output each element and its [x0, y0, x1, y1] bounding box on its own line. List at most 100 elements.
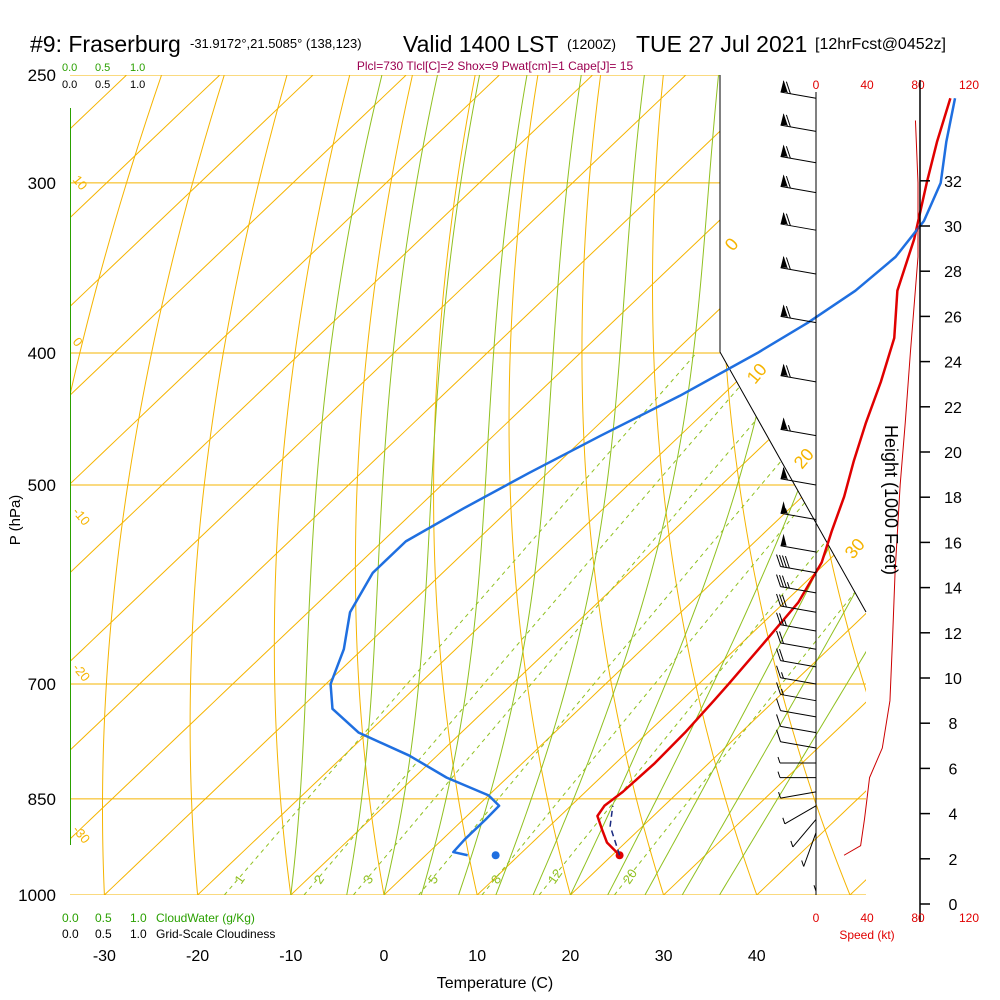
speed-axis-label: Speed (kt)	[839, 928, 894, 942]
wind-barb-staff	[780, 624, 817, 632]
wind-barb	[780, 255, 817, 275]
wind-barb-half-flag	[777, 756, 781, 764]
wind-barb-pennant	[780, 79, 787, 92]
wind-barb	[780, 304, 817, 324]
wind-barb-staff	[780, 315, 817, 324]
wind-barb-staff	[780, 741, 817, 749]
plot-boundary	[719, 75, 867, 613]
temperature-tick--20: -20	[186, 948, 209, 965]
dry-adiabat-line	[977, 75, 1000, 895]
wind-barb-half-flag	[777, 771, 781, 778]
wind-barb	[776, 630, 817, 650]
wind-barb	[776, 554, 817, 574]
mixing-ratio-line	[353, 352, 814, 895]
cloud-scale-bottom: 0.0 0.5 1.0 CloudWater (g/Kg) 0.0 0.5 1.…	[62, 911, 275, 941]
pressure-axis-label: P (hPa)	[7, 495, 24, 546]
height-tick-22: 22	[944, 400, 962, 417]
cloud-water-tick-1: 0.5	[95, 62, 110, 74]
moist-adiabat-line	[458, 75, 582, 895]
wind-barb	[780, 501, 817, 520]
wind-barb-staff	[792, 819, 817, 848]
wind-barb-flag	[785, 257, 791, 270]
surface-dewpoint-marker	[491, 851, 500, 860]
wind-barb-staff	[780, 91, 817, 99]
wind-barb-flag	[776, 593, 782, 607]
wind-barb-staff	[780, 725, 817, 734]
wind-barb	[776, 648, 817, 668]
dry-adiabat-line	[433, 75, 478, 895]
wind-barb	[780, 144, 817, 164]
wind-barb-pennant	[780, 533, 787, 546]
height-axis-label: Height (1000 Feet)	[881, 425, 901, 575]
wind-barb-flag	[782, 256, 788, 270]
wind-barb-half-flag	[781, 688, 784, 696]
forecast-label: [12hrFcst@0452z]	[815, 36, 946, 53]
valid-date: TUE 27 Jul 2021	[636, 31, 807, 57]
temperature-profile	[596, 97, 952, 857]
valid-time: Valid 1400 LST	[403, 31, 559, 57]
temperature-tick--10: -10	[279, 948, 302, 965]
mixing-ratio-label: 2	[311, 872, 327, 887]
wind-barb-flag	[782, 175, 788, 188]
height-tick-0: 0	[949, 897, 958, 914]
height-tick-14: 14	[944, 581, 962, 598]
wind-barb-flag	[779, 554, 784, 568]
moist-adiabat-line	[495, 75, 645, 895]
wind-barb	[776, 612, 817, 632]
wind-barb	[780, 113, 817, 132]
mixing-ratio-line	[418, 352, 866, 895]
cloud-water-tick-2: 1.0	[130, 62, 145, 74]
wind-barb-half-flag	[790, 840, 794, 848]
wind-barb-staff	[780, 660, 817, 668]
mixing-ratio-label: 3	[360, 872, 376, 887]
dry-adiabat-label: -30	[70, 822, 94, 846]
dry-adiabat-line	[652, 75, 758, 895]
speed-tick-1: 40	[860, 78, 874, 92]
wind-barb-staff	[780, 566, 817, 574]
wind-barb-staff	[803, 832, 817, 867]
wind-barb-flag	[776, 574, 782, 587]
wind-barb	[778, 791, 817, 799]
pressure-tick-400: 400	[28, 344, 56, 363]
wind-barb	[780, 466, 817, 486]
wind-barb-flag	[782, 418, 788, 431]
dry-adiabat-line	[70, 75, 163, 895]
wind-barb	[776, 714, 817, 734]
wind-barb-flag	[785, 114, 791, 128]
wind-barb-staff	[780, 428, 817, 437]
wind-barb-flag	[781, 555, 787, 568]
wind-barb-flag	[779, 648, 784, 662]
wind-barb-pennant	[780, 501, 787, 514]
temperature-tick-40: 40	[748, 948, 766, 965]
wind-barb-pennant	[780, 466, 787, 479]
wind-barb	[777, 756, 816, 764]
isotherm-line	[290, 75, 866, 895]
temperature-axis-label: Temperature (C)	[437, 975, 553, 992]
height-tick-26: 26	[944, 309, 962, 326]
isotherm-line	[383, 75, 866, 895]
mixing-ratio-line	[223, 352, 697, 895]
wind-barb-flag	[776, 698, 782, 711]
wind-barb-staff	[780, 791, 817, 799]
cloud-water-tick-0: 0.0	[62, 62, 77, 74]
speed-bottom-tick-0: 0	[813, 911, 820, 925]
wind-barb-flag	[784, 555, 790, 569]
wind-barb-flag	[785, 175, 791, 189]
isotherm-line	[70, 75, 780, 895]
wind-barb	[780, 533, 817, 553]
wind-barb-staff	[780, 710, 817, 718]
wind-barb	[790, 819, 817, 848]
wind-barb-flag	[776, 648, 782, 661]
isotherm-label: 30	[841, 534, 869, 562]
valid-zulu: (1200Z)	[567, 36, 616, 52]
moist-adiabat-line	[719, 75, 866, 895]
wind-barb-flag	[785, 146, 791, 159]
wind-barb-flag	[785, 305, 791, 319]
isotherm-line	[756, 75, 866, 895]
wind-barb-flag	[776, 714, 782, 727]
wind-barb-flag	[782, 305, 788, 318]
parcel-path	[609, 805, 621, 856]
cloud-water-label: CloudWater (g/Kg)	[156, 911, 255, 925]
speed-tick-0: 0	[813, 78, 820, 92]
moist-adiabat-line	[290, 75, 383, 895]
